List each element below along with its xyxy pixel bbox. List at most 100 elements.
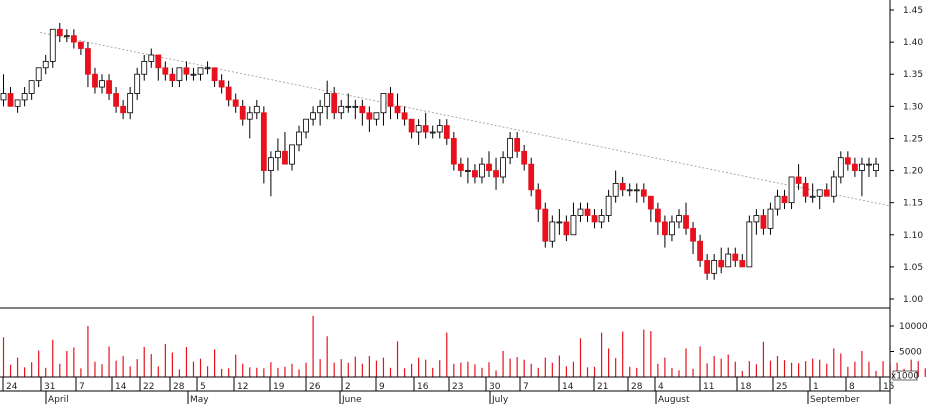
candle-body — [176, 67, 183, 82]
candle-body — [535, 189, 542, 210]
candle-body — [464, 170, 471, 172]
candle — [289, 144, 295, 171]
candle — [598, 209, 605, 229]
candle-body — [619, 182, 626, 191]
candle — [732, 247, 739, 267]
candle-body — [542, 208, 549, 242]
candle — [654, 202, 661, 235]
candle — [542, 202, 549, 248]
candle-body — [0, 93, 7, 101]
candle — [450, 132, 457, 171]
candle-body — [338, 105, 345, 114]
candle — [352, 99, 359, 120]
candle — [176, 67, 183, 88]
candle-body — [711, 260, 718, 274]
candle — [479, 157, 485, 184]
candle-body — [113, 93, 119, 107]
candle-body — [183, 67, 190, 75]
candle-body — [148, 54, 155, 62]
date-tick-label: 14 — [562, 382, 574, 392]
date-tick-label: 31 — [44, 382, 55, 392]
candle — [28, 80, 35, 100]
candles — [0, 22, 879, 280]
candle-body — [408, 118, 415, 133]
candle — [14, 99, 21, 113]
candle-body — [507, 138, 514, 159]
candle — [70, 29, 77, 49]
candle — [774, 189, 781, 216]
candle-body — [303, 118, 309, 133]
candle-body — [422, 125, 429, 133]
candle-body — [218, 80, 225, 88]
candle — [141, 54, 148, 81]
candle-body — [289, 144, 295, 165]
candle — [549, 215, 556, 248]
candle-body — [591, 215, 598, 223]
candle-body — [317, 105, 324, 114]
candle-body — [380, 93, 387, 114]
candle — [683, 202, 689, 235]
candle-body — [267, 157, 274, 171]
candle-body — [225, 86, 232, 101]
candle — [626, 183, 633, 197]
candle — [42, 54, 49, 75]
candle — [92, 67, 98, 94]
date-tick-label: 23 — [452, 382, 463, 392]
candle — [788, 176, 795, 210]
candle — [493, 157, 499, 190]
candle — [521, 144, 528, 171]
candle-body — [823, 189, 830, 197]
candle — [690, 221, 696, 255]
candle — [823, 183, 830, 197]
candle-body — [563, 221, 570, 236]
candle-body — [669, 221, 675, 236]
date-tick-label: 25 — [776, 382, 787, 392]
price-tick-label: 1.15 — [903, 199, 923, 209]
candle-body — [106, 80, 112, 94]
candle — [190, 67, 197, 81]
candle-body — [359, 105, 366, 114]
candle-body — [7, 93, 14, 107]
candle — [711, 254, 718, 280]
month-label: June — [341, 395, 362, 404]
candle-body — [324, 93, 331, 107]
candle-body — [676, 215, 682, 223]
candle-body — [633, 189, 640, 192]
candle-body — [246, 112, 253, 120]
candle-body — [366, 112, 373, 120]
candle — [429, 125, 436, 139]
price-panel — [0, 22, 891, 280]
candle-body — [626, 189, 633, 192]
month-label: July — [491, 395, 509, 404]
month-label: September — [810, 395, 860, 404]
candle — [859, 157, 865, 197]
candle-body — [598, 215, 605, 223]
candle-body — [760, 215, 767, 229]
candle — [802, 176, 809, 203]
candle-body — [415, 125, 422, 133]
candle — [647, 195, 654, 222]
date-tick-label: 15 — [883, 382, 894, 392]
price-tick-label: 1.45 — [903, 6, 923, 16]
candle — [662, 215, 668, 248]
candle-body — [296, 131, 302, 146]
candle-body — [211, 67, 218, 82]
candle-body — [282, 150, 288, 165]
candle — [633, 183, 640, 203]
candle — [120, 99, 127, 120]
date-tick-label: 16 — [417, 382, 429, 392]
candle — [317, 99, 324, 126]
candle — [436, 119, 443, 139]
date-tick-label: 7 — [523, 382, 529, 392]
candle-body — [809, 195, 816, 198]
candle-body — [162, 67, 169, 75]
date-tick-label: 9 — [379, 382, 385, 392]
candle-body — [42, 60, 49, 69]
candle — [366, 106, 373, 133]
candle-body — [739, 260, 746, 268]
candle-body — [352, 105, 359, 108]
candle — [640, 183, 647, 203]
candle — [844, 151, 851, 171]
candle — [296, 125, 302, 152]
